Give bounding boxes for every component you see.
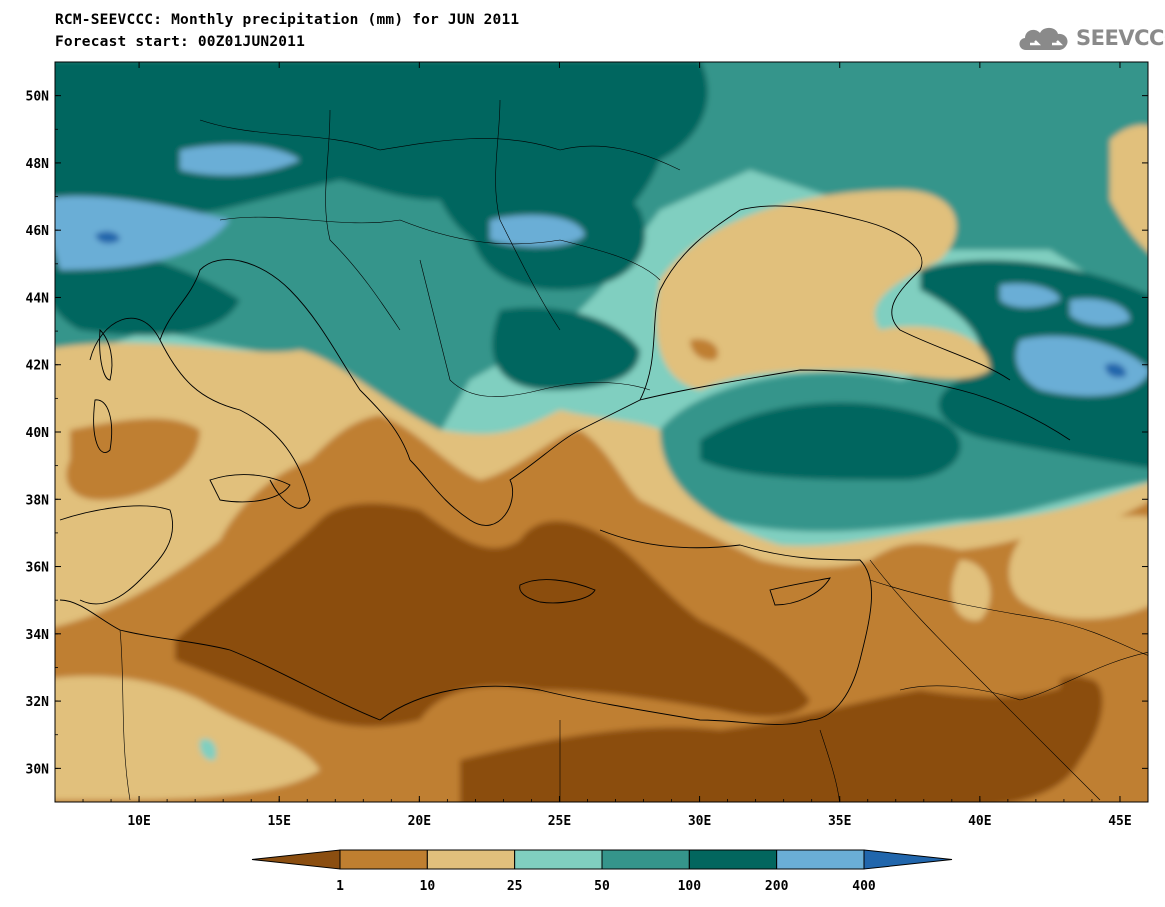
border-line-5 bbox=[495, 99, 561, 331]
lon-tick-label: 20E bbox=[408, 814, 431, 829]
border-line-2 bbox=[219, 216, 661, 281]
black-sea-coast bbox=[639, 205, 1011, 401]
lon-tick-label: 40E bbox=[968, 814, 991, 829]
lat-tick-label: 38N bbox=[26, 493, 50, 508]
lat-tick-label: 32N bbox=[26, 695, 50, 710]
lon-tick-label: 35E bbox=[828, 814, 851, 829]
precip-zone-100-200-balkan bbox=[492, 307, 640, 390]
cyprus bbox=[769, 577, 831, 606]
precip-zone-gt400-1 bbox=[95, 231, 120, 244]
border-line-3 bbox=[419, 259, 651, 397]
colorbar-segment bbox=[426, 849, 516, 870]
lat-tick-label: 42N bbox=[26, 359, 50, 374]
border-line-8 bbox=[559, 720, 840, 802]
precip-zone-lt1-egypt bbox=[460, 678, 1103, 802]
border-line-9 bbox=[119, 629, 131, 801]
colorbar-level-label: 100 bbox=[678, 879, 702, 894]
border-line-7 bbox=[869, 579, 1148, 656]
greece-coast bbox=[409, 399, 641, 526]
seevccc-logo: SEEVCCC bbox=[1016, 22, 1165, 54]
precip-zone-10-25-libya bbox=[55, 676, 320, 800]
colorbar-level-label: 10 bbox=[420, 879, 436, 894]
precip-zone-gt400-2 bbox=[1105, 363, 1127, 378]
italy-coast bbox=[89, 317, 311, 509]
border-line-10 bbox=[899, 652, 1148, 701]
sicily bbox=[209, 474, 291, 503]
precipitation-field bbox=[55, 62, 1148, 802]
precip-zone-200-400-2 bbox=[55, 196, 230, 270]
precip-zone-10-25-iraq bbox=[1009, 515, 1148, 619]
colorbar-segment bbox=[688, 849, 778, 870]
forecast-start-subtitle: Forecast start: 00Z01JUN2011 bbox=[55, 34, 306, 50]
colorbar-segment bbox=[339, 849, 428, 870]
colorbar-level-label: 25 bbox=[507, 879, 523, 894]
precip-zone-25-50-spot bbox=[199, 738, 217, 761]
colorbar-segment bbox=[514, 849, 603, 870]
colorbar-level-label: 1 bbox=[336, 879, 344, 894]
adriatic-coast bbox=[159, 259, 411, 461]
lat-tick-label: 48N bbox=[26, 157, 50, 172]
colorbar-lower-extend bbox=[251, 849, 341, 870]
lon-tick-label: 15E bbox=[267, 814, 290, 829]
colorbar-level-label: 400 bbox=[852, 879, 876, 894]
lon-tick-label: 25E bbox=[548, 814, 571, 829]
precip-zone-100-200-alps bbox=[55, 247, 240, 336]
tunisia-coast bbox=[59, 505, 174, 605]
libya-coast bbox=[59, 599, 381, 721]
lat-tick-label: 46N bbox=[26, 224, 50, 239]
precip-zone-200-400-1 bbox=[490, 215, 585, 247]
chart-title: RCM-SEEVCCC: Monthly precipitation (mm) … bbox=[55, 12, 520, 28]
colorbar: 1 10 25 50 100 200 400 bbox=[251, 849, 953, 894]
colorbar-segment bbox=[776, 849, 865, 870]
corsica bbox=[99, 328, 113, 381]
logo-text: SEEVCCC bbox=[1076, 26, 1165, 50]
lon-tick-label: 10E bbox=[127, 814, 150, 829]
precip-zone-200-400-3 bbox=[180, 144, 300, 176]
precip-zone-200-400-6 bbox=[1070, 298, 1130, 326]
lat-tick-label: 40N bbox=[26, 426, 50, 441]
country-borders bbox=[119, 99, 1148, 802]
colorbar-segment bbox=[601, 849, 690, 870]
latitude-axis: 50N 48N 46N 44N 42N 40N 38N 36N 34N 32N 30N bbox=[26, 90, 1148, 777]
colorbar-level-label: 200 bbox=[765, 879, 789, 894]
lon-tick-label: 45E bbox=[1108, 814, 1131, 829]
lat-tick-label: 36N bbox=[26, 561, 50, 576]
precip-zone-100-200-anatolia bbox=[700, 402, 961, 480]
precip-zone-lt1-arabia bbox=[1060, 676, 1100, 715]
lat-tick-label: 30N bbox=[26, 762, 50, 777]
precip-zone-1-10-tyrrhenian bbox=[66, 418, 200, 500]
precip-zone-10-25-syria bbox=[951, 560, 991, 621]
coastlines-and-borders bbox=[59, 205, 1071, 725]
precip-zone-200-400-5 bbox=[1016, 336, 1148, 396]
cloud-icon bbox=[1019, 27, 1068, 50]
lat-tick-label: 34N bbox=[26, 628, 50, 643]
lon-tick-label: 30E bbox=[688, 814, 711, 829]
border-line-4 bbox=[325, 109, 401, 331]
lat-tick-label: 50N bbox=[26, 90, 50, 105]
lat-tick-label: 44N bbox=[26, 291, 50, 306]
longitude-axis: 10E 15E 20E 25E 30E 35E 40E 45E bbox=[82, 62, 1132, 829]
precip-zone-10-25-northeast bbox=[1110, 125, 1148, 252]
turkey-north-coast bbox=[639, 369, 1071, 441]
sardinia bbox=[93, 399, 113, 453]
precip-zone-1-10-blacksea-spot bbox=[690, 339, 719, 361]
colorbar-upper-extend bbox=[863, 849, 953, 870]
crete bbox=[519, 579, 596, 604]
colorbar-level-label: 50 bbox=[594, 879, 610, 894]
border-line-6 bbox=[869, 559, 1101, 801]
south-coast bbox=[379, 529, 872, 725]
precip-zone-lt1-sea bbox=[175, 503, 810, 727]
border-line-1 bbox=[199, 119, 681, 171]
precip-zone-200-400-4 bbox=[1000, 283, 1060, 308]
